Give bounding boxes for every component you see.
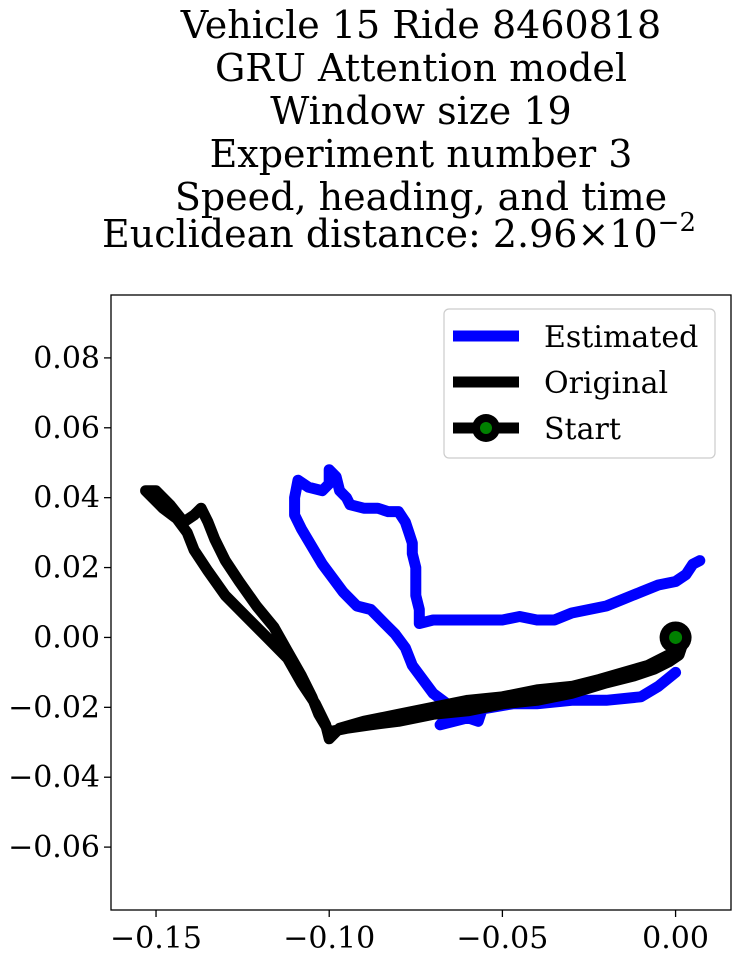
y-axis: 0.08 0.06 0.04 0.02 0.00 −0.02 −0.04 −0.06 <box>8 341 111 865</box>
legend-estimated-label: Estimated <box>544 320 698 355</box>
series-layer <box>140 464 706 745</box>
series-line-original <box>140 485 688 745</box>
y-tick-label: 0.08 <box>33 341 100 376</box>
x-tick-label: −0.10 <box>283 921 375 956</box>
y-tick-label: 0.06 <box>33 411 100 446</box>
x-tick-label: 0.00 <box>642 921 709 956</box>
x-axis: −0.15 −0.10 −0.05 0.00 <box>110 910 709 956</box>
x-tick-label: −0.15 <box>110 921 202 956</box>
start-marker-layer <box>659 621 692 654</box>
y-tick-label: −0.02 <box>8 690 100 725</box>
title-line-2: GRU Attention model <box>215 46 627 90</box>
y-tick-label: −0.06 <box>8 830 100 865</box>
series-line-estimated <box>289 464 706 731</box>
start-marker-inner <box>669 630 683 644</box>
y-tick-label: 0.02 <box>33 551 100 586</box>
chart-title: Vehicle 15 Ride 8460818 GRU Attention mo… <box>102 3 696 256</box>
y-tick-label: −0.04 <box>8 760 100 795</box>
plot-frame <box>110 294 732 911</box>
legend-box <box>443 308 716 459</box>
legend-start-inner <box>480 422 492 434</box>
title-line-1: Vehicle 15 Ride 8460818 <box>180 3 661 47</box>
legend-original-label: Original <box>544 366 668 401</box>
y-tick-label: 0.04 <box>33 481 100 516</box>
title-line-3: Window size 19 <box>270 89 571 133</box>
legend-start-label: Start <box>544 412 621 447</box>
title-line-4: Experiment number 3 <box>210 132 633 176</box>
title-line-5: Speed, heading, and time <box>175 175 667 219</box>
title-distance-text: Euclidean distance: 2.96×10 <box>102 212 658 256</box>
x-tick-label: −0.05 <box>456 921 548 956</box>
title-line-6: Euclidean distance: 2.96×10−2 <box>102 208 696 256</box>
y-tick-label: 0.00 <box>33 620 100 655</box>
title-exponent: −2 <box>658 208 696 238</box>
legend: Estimated Original Start <box>443 308 716 459</box>
